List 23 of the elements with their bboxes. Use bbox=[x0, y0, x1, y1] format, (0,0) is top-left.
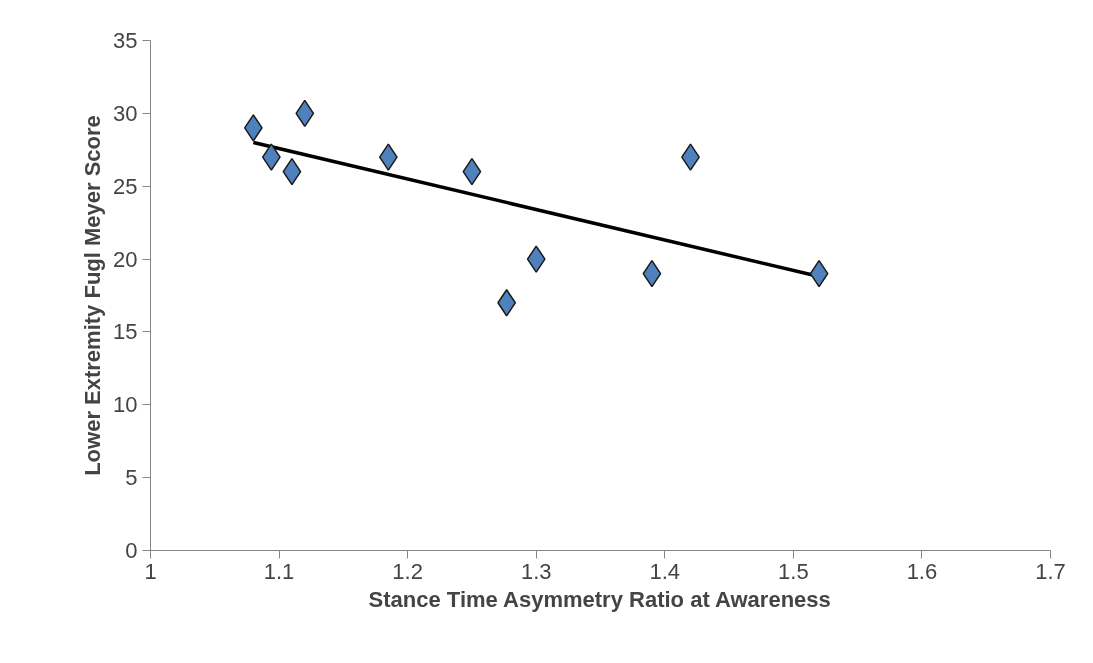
point bbox=[261, 143, 281, 171]
point bbox=[497, 289, 517, 317]
x-tick-label: 1.3 bbox=[520, 558, 552, 584]
point bbox=[526, 245, 546, 273]
x-tick-label: 1.5 bbox=[778, 558, 809, 584]
point bbox=[378, 143, 398, 171]
y-tick-label: 35 bbox=[113, 28, 138, 53]
point bbox=[243, 114, 263, 142]
y-tick-label: 5 bbox=[125, 465, 138, 491]
y-axis-title: Lower Extremity Fugl Meyer Score bbox=[80, 115, 106, 476]
x-tick-label: 1.2 bbox=[392, 558, 423, 584]
y-tick-label: 0 bbox=[125, 538, 138, 563]
y-tick-label: 20 bbox=[113, 246, 138, 272]
x-axis-title: Stance Time Asymmetry Ratio at Awareness bbox=[368, 586, 831, 612]
x-tick-label: 1.1 bbox=[263, 558, 295, 584]
y-tick-label: 30 bbox=[113, 100, 138, 126]
x-tick-label: 1.6 bbox=[906, 558, 938, 584]
x-tick-label: 1.4 bbox=[649, 558, 681, 584]
x-tick-label: 1 bbox=[144, 558, 157, 584]
y-tick-label: 25 bbox=[113, 173, 138, 199]
y-tick-label: 15 bbox=[113, 319, 138, 345]
y-tick-label: 10 bbox=[113, 392, 138, 418]
x-tick-label: 1.7 bbox=[1035, 558, 1066, 584]
